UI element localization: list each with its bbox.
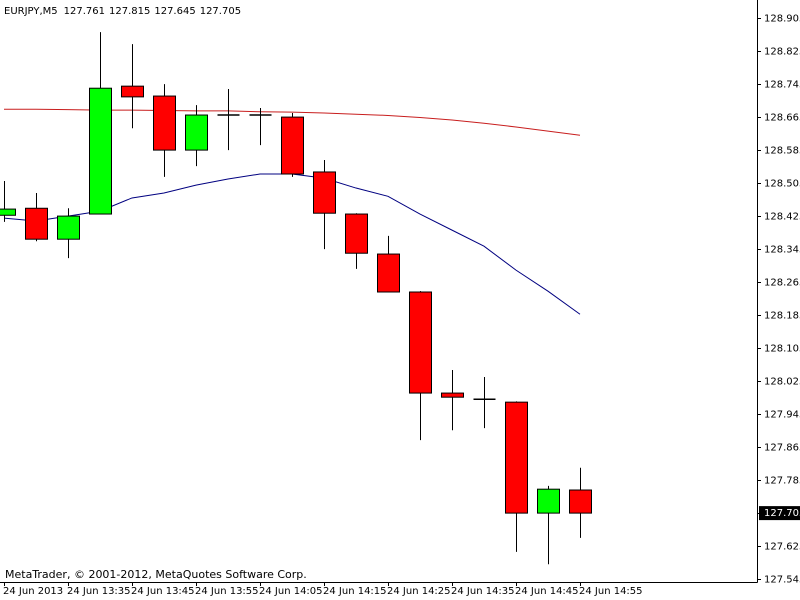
y-tick-label: 128.265 [764, 278, 800, 289]
y-tick-label: 128.025 [764, 377, 800, 388]
candle-body [377, 253, 400, 293]
y-tick-label: 128.825 [764, 47, 800, 58]
candle-body [89, 87, 112, 215]
y-tick-label: 127.785 [764, 476, 800, 487]
x-tick-label: 24 Jun 14:55 [579, 586, 643, 597]
y-tick-label: 128.345 [764, 245, 800, 256]
candle-body [25, 207, 48, 240]
candle-body [121, 85, 144, 98]
candle-body [153, 95, 176, 151]
candle-body [537, 488, 560, 514]
y-tick-label: 128.905 [764, 14, 800, 25]
copyright: MetaTrader, © 2001-2012, MetaQuotes Soft… [5, 568, 307, 581]
price-marker [759, 506, 800, 521]
y-tick-label: 127.625 [764, 542, 800, 553]
x-tick-label: 24 Jun 14:25 [387, 586, 451, 597]
candle-body [313, 171, 336, 214]
x-tick-label: 24 Jun 13:35 [67, 586, 131, 597]
header-low: 127.645 [154, 6, 195, 17]
candle-body [409, 291, 432, 394]
y-tick-label: 128.745 [764, 80, 800, 91]
candle-body [441, 392, 464, 398]
plot-area [0, 32, 592, 565]
header-close: 127.705 [200, 6, 241, 17]
candle-body [57, 215, 80, 240]
y-tick-label: 128.425 [764, 212, 800, 223]
candle-body [0, 208, 16, 216]
y-tick-label: 128.505 [764, 179, 800, 190]
chart-header: EURJPY,M5 127.761 127.815 127.645 127.705 [4, 6, 241, 17]
y-tick-label: 128.665 [764, 113, 800, 124]
x-tick-label: 24 Jun 14:35 [451, 586, 515, 597]
candle-body [281, 116, 304, 175]
x-tick-label: 24 Jun 2013 [3, 586, 63, 597]
x-tick-label: 24 Jun 13:45 [131, 586, 195, 597]
header-high: 127.815 [109, 6, 150, 17]
header-open: 127.761 [64, 6, 105, 17]
y-tick-label: 128.185 [764, 311, 800, 322]
y-tick-label: 127.945 [764, 410, 800, 421]
y-tick-label: 128.105 [764, 344, 800, 355]
x-tick-label: 24 Jun 14:15 [323, 586, 387, 597]
y-tick-label: 127.545 [764, 575, 800, 586]
candle-body [569, 489, 592, 514]
candle-body [185, 114, 208, 151]
candle-body [505, 401, 528, 514]
candle-body [345, 213, 368, 254]
chart-title: EURJPY,M5 [4, 6, 58, 17]
x-tick-label: 24 Jun 14:45 [515, 586, 579, 597]
x-tick-label: 24 Jun 14:05 [259, 586, 323, 597]
price-marker-label: 127.705 [764, 508, 800, 519]
y-tick-label: 128.585 [764, 146, 800, 157]
axes: 128.905 128.825 128.745 128.665 128.585 128.5… [3, 14, 800, 597]
y-tick-label: 127.865 [764, 443, 800, 454]
x-tick-label: 24 Jun 13:55 [195, 586, 259, 597]
